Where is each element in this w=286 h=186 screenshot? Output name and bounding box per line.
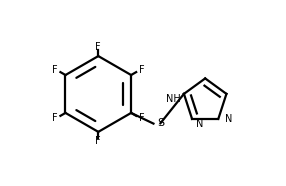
Text: F: F (139, 113, 145, 123)
Text: F: F (52, 65, 57, 75)
Text: N: N (196, 119, 203, 129)
Text: S: S (157, 118, 164, 128)
Text: NH: NH (166, 94, 181, 105)
Text: F: F (52, 113, 57, 123)
Text: F: F (96, 42, 101, 52)
Text: F: F (96, 136, 101, 146)
Text: F: F (139, 65, 145, 75)
Text: N: N (225, 114, 232, 124)
